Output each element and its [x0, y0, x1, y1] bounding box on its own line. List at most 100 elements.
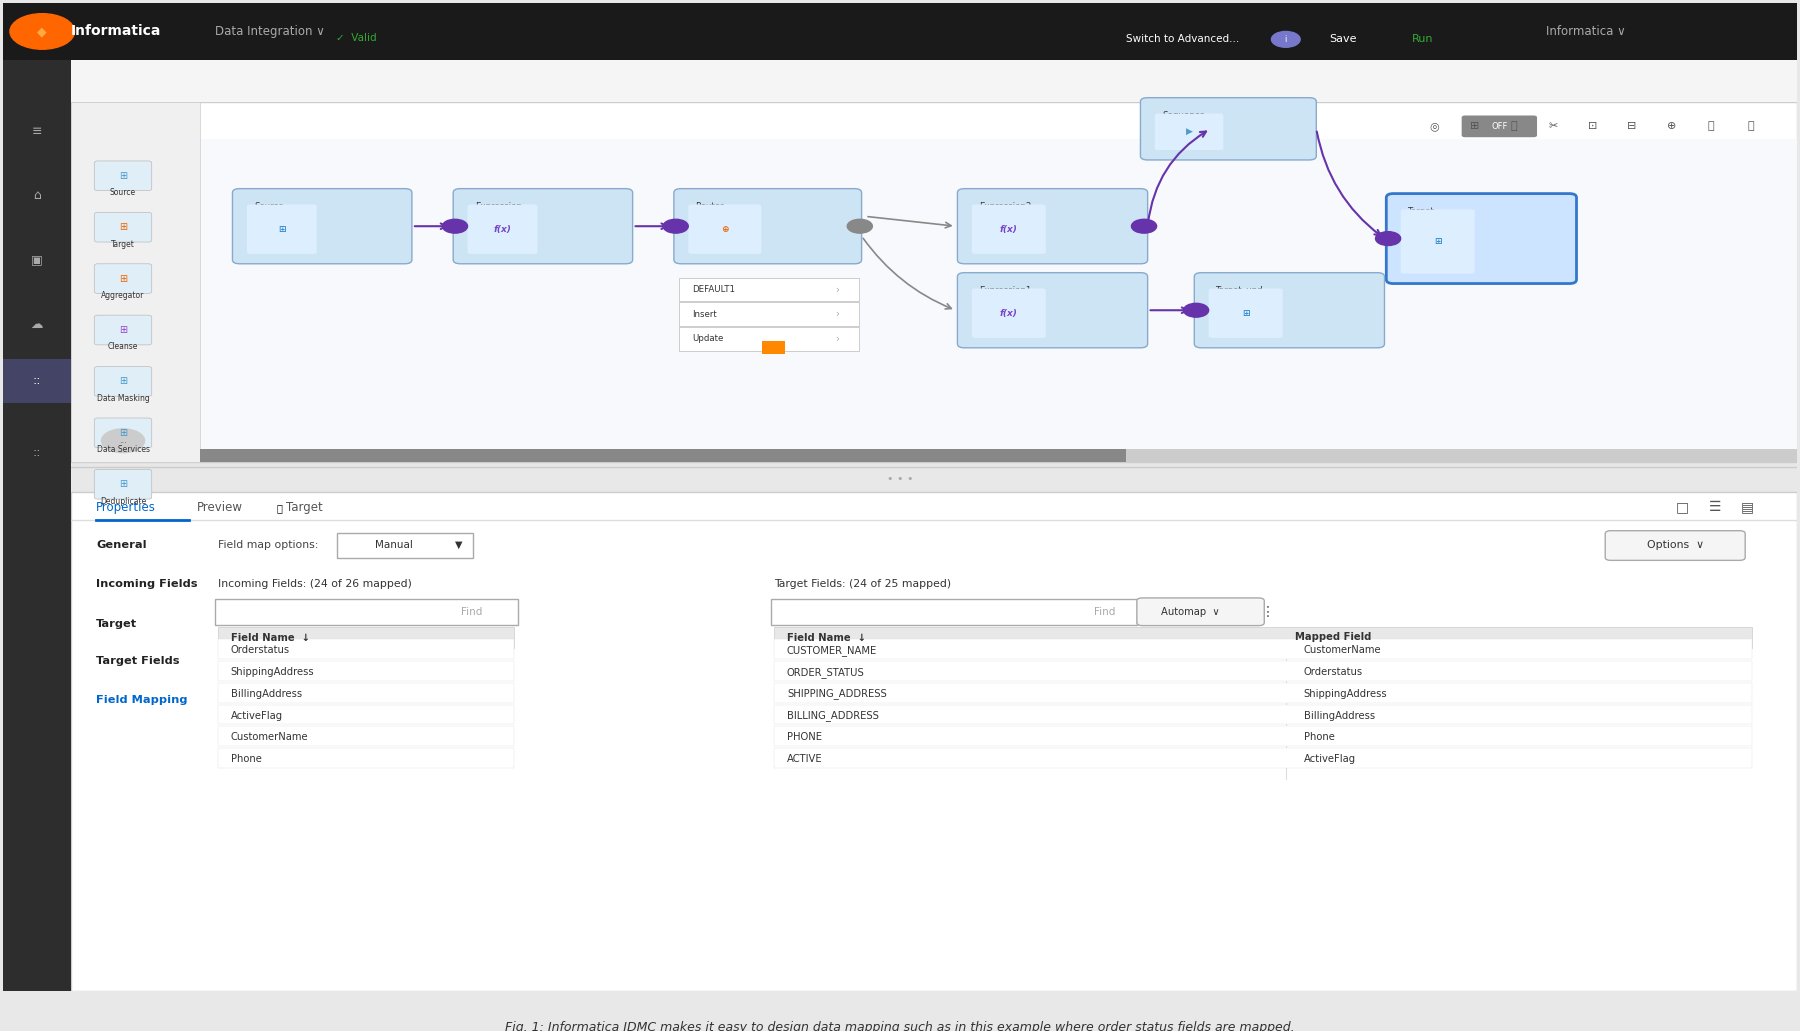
- Text: ⊞: ⊞: [1435, 237, 1442, 246]
- FancyBboxPatch shape: [958, 189, 1148, 264]
- Text: SHIPPING_ADDRESS: SHIPPING_ADDRESS: [787, 689, 887, 699]
- FancyBboxPatch shape: [761, 341, 785, 354]
- FancyBboxPatch shape: [774, 627, 1753, 648]
- Text: Options  ∨: Options ∨: [1647, 539, 1705, 550]
- Text: Field Name  ↓: Field Name ↓: [787, 632, 866, 642]
- FancyBboxPatch shape: [94, 212, 151, 242]
- Circle shape: [662, 220, 688, 233]
- Text: Sequence: Sequence: [1163, 111, 1204, 120]
- FancyBboxPatch shape: [774, 661, 1753, 681]
- Text: Phone: Phone: [1303, 732, 1334, 742]
- Text: Expression: Expression: [475, 202, 522, 211]
- Text: Properties: Properties: [95, 501, 157, 514]
- Text: ⊞: ⊞: [32, 381, 41, 395]
- Text: ↻: ↻: [1526, 33, 1537, 45]
- Circle shape: [1375, 232, 1400, 245]
- Text: ⊞: ⊞: [119, 479, 128, 490]
- Text: ⋯: ⋯: [1683, 33, 1696, 45]
- FancyBboxPatch shape: [1462, 115, 1537, 137]
- Text: ◆: ◆: [38, 25, 47, 38]
- FancyBboxPatch shape: [972, 204, 1046, 254]
- FancyBboxPatch shape: [218, 749, 515, 768]
- Circle shape: [1184, 303, 1208, 318]
- Text: Incoming Fields: Incoming Fields: [95, 579, 198, 589]
- Text: ≡: ≡: [32, 125, 41, 138]
- Text: ⊞: ⊞: [119, 273, 128, 284]
- Text: ☁: ☁: [31, 318, 43, 331]
- Text: ⊕: ⊕: [1667, 122, 1676, 131]
- Text: OFF: OFF: [1490, 122, 1508, 131]
- FancyBboxPatch shape: [1193, 272, 1384, 347]
- Text: Data Services: Data Services: [97, 445, 149, 454]
- Text: BillingAddress: BillingAddress: [230, 689, 302, 699]
- FancyBboxPatch shape: [304, 28, 410, 49]
- FancyBboxPatch shape: [70, 102, 200, 463]
- FancyBboxPatch shape: [1301, 28, 1384, 52]
- FancyBboxPatch shape: [4, 60, 70, 992]
- Text: ActiveFlag: ActiveFlag: [230, 710, 283, 721]
- Text: Target: Target: [1408, 207, 1435, 215]
- Text: ✂: ✂: [1548, 122, 1557, 131]
- Text: Expression2: Expression2: [979, 202, 1031, 211]
- Circle shape: [1271, 32, 1300, 47]
- Text: ⊞: ⊞: [1469, 122, 1480, 131]
- Text: Informatica ∨: Informatica ∨: [1546, 25, 1625, 38]
- FancyBboxPatch shape: [247, 204, 317, 254]
- FancyBboxPatch shape: [218, 683, 515, 703]
- FancyBboxPatch shape: [94, 418, 151, 447]
- Text: ↺: ↺: [1487, 33, 1498, 45]
- Text: Update: Update: [691, 334, 724, 343]
- Circle shape: [848, 220, 873, 233]
- Text: Orderstatus: Orderstatus: [230, 645, 290, 656]
- Circle shape: [101, 429, 144, 453]
- FancyBboxPatch shape: [454, 189, 632, 264]
- FancyBboxPatch shape: [673, 189, 862, 264]
- FancyBboxPatch shape: [1400, 209, 1474, 273]
- Text: Aggregator: Aggregator: [101, 291, 144, 300]
- Text: 🎯: 🎯: [277, 503, 283, 513]
- Text: ShippingAddress: ShippingAddress: [1303, 689, 1388, 699]
- Text: ⊞: ⊞: [119, 171, 128, 180]
- Text: Manual: Manual: [374, 539, 412, 550]
- FancyBboxPatch shape: [94, 315, 151, 344]
- Text: ⊞: ⊞: [119, 428, 128, 438]
- Text: ≡: ≡: [1645, 33, 1656, 45]
- Text: Phone: Phone: [230, 754, 261, 764]
- FancyBboxPatch shape: [200, 139, 1796, 463]
- Text: ▣: ▣: [31, 254, 43, 266]
- Text: ACTIVE: ACTIVE: [787, 754, 823, 764]
- Text: BillingAddress: BillingAddress: [1303, 710, 1375, 721]
- FancyBboxPatch shape: [218, 661, 515, 681]
- Text: ::: ::: [32, 374, 41, 387]
- FancyBboxPatch shape: [1138, 598, 1264, 626]
- Text: ⊞: ⊞: [119, 223, 128, 232]
- FancyBboxPatch shape: [4, 3, 1796, 60]
- Text: ORDER_STATUS: ORDER_STATUS: [787, 667, 864, 677]
- Circle shape: [1132, 220, 1157, 233]
- Text: CUSTOMER_NAME: CUSTOMER_NAME: [787, 644, 877, 656]
- Text: Data Integration ∨: Data Integration ∨: [214, 25, 324, 38]
- Text: ⊞: ⊞: [119, 325, 128, 335]
- Text: Fig. 1: Informatica IDMC makes it easy to design data mapping such as in this ex: Fig. 1: Informatica IDMC makes it easy t…: [506, 1021, 1294, 1031]
- FancyBboxPatch shape: [1156, 113, 1224, 151]
- Text: Incoming Fields: (24 of 26 mapped): Incoming Fields: (24 of 26 mapped): [218, 579, 412, 589]
- Text: ›: ›: [835, 334, 839, 344]
- FancyBboxPatch shape: [4, 359, 70, 403]
- FancyBboxPatch shape: [468, 204, 538, 254]
- FancyBboxPatch shape: [218, 639, 515, 659]
- Text: DEFAULT1: DEFAULT1: [691, 285, 734, 294]
- Text: ⊡: ⊡: [1588, 122, 1597, 131]
- Text: Router: Router: [695, 202, 724, 211]
- Text: ::: ::: [32, 446, 41, 459]
- Text: ⊟: ⊟: [1627, 122, 1636, 131]
- Text: Orderstatus: Orderstatus: [1303, 667, 1363, 677]
- FancyBboxPatch shape: [688, 204, 761, 254]
- Circle shape: [443, 220, 468, 233]
- FancyBboxPatch shape: [774, 639, 1753, 659]
- FancyBboxPatch shape: [774, 749, 1753, 768]
- Text: Cleanse: Cleanse: [108, 342, 139, 352]
- Text: Data Masking: Data Masking: [97, 394, 149, 403]
- Text: • • •: • • •: [887, 474, 913, 485]
- FancyBboxPatch shape: [774, 705, 1753, 725]
- FancyBboxPatch shape: [232, 189, 412, 264]
